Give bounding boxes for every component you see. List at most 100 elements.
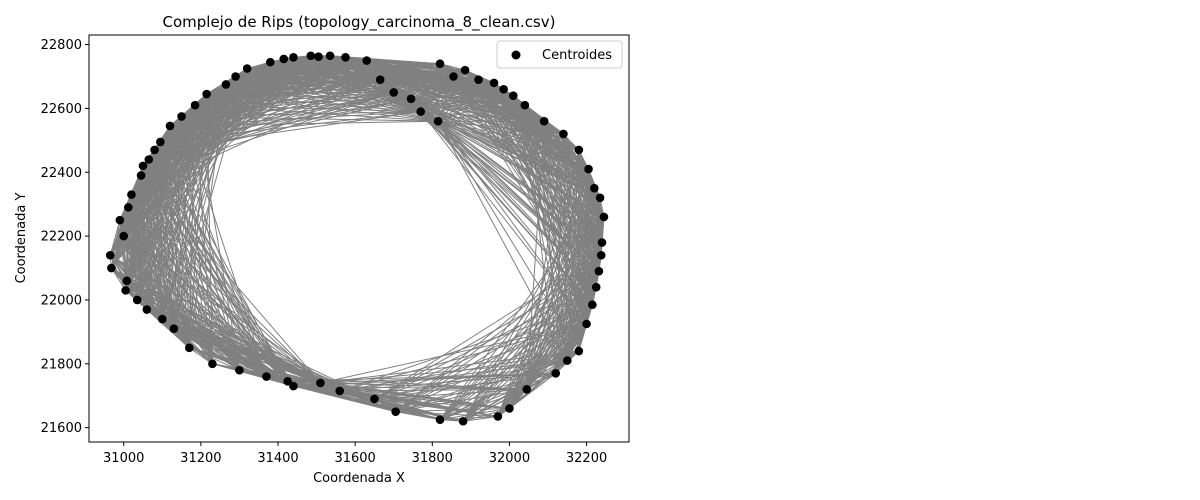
rips-edge bbox=[173, 105, 196, 329]
rips-edge bbox=[136, 165, 144, 300]
centroid-point bbox=[105, 250, 115, 260]
rips-edge bbox=[136, 61, 271, 301]
rips-edge bbox=[235, 76, 439, 122]
centroid-point bbox=[341, 53, 350, 62]
centroid-point bbox=[231, 72, 240, 81]
rips-edge bbox=[126, 141, 161, 281]
plot-frame bbox=[88, 34, 630, 443]
rips-edge bbox=[339, 360, 568, 392]
rips-edge bbox=[142, 91, 394, 167]
rips-edge bbox=[136, 299, 288, 382]
centroid-point bbox=[460, 65, 470, 75]
centroid-point bbox=[474, 75, 483, 84]
centroid-point bbox=[499, 84, 508, 94]
rips-edge bbox=[119, 104, 196, 221]
centroid-point bbox=[522, 385, 532, 394]
centroid-point bbox=[156, 137, 165, 147]
rips-edge bbox=[142, 60, 367, 167]
rips-edge bbox=[126, 165, 144, 281]
x-tick-label: 32000 bbox=[489, 451, 530, 466]
rips-edge bbox=[126, 280, 163, 320]
rips-edge bbox=[119, 56, 294, 221]
rips-edge bbox=[497, 304, 593, 417]
rips-edge bbox=[119, 219, 288, 382]
rips-edge bbox=[293, 385, 375, 400]
rips-edge bbox=[410, 63, 441, 100]
rips-edge bbox=[374, 360, 568, 400]
rips-edge bbox=[119, 220, 128, 281]
x-axis-label: Coordenada X bbox=[313, 471, 405, 486]
rips-edge bbox=[493, 82, 593, 305]
centroid-point bbox=[136, 171, 146, 180]
rips-edge bbox=[395, 304, 593, 413]
centroid-point bbox=[435, 59, 445, 69]
rips-edge bbox=[119, 219, 190, 349]
rips-edge bbox=[119, 58, 285, 221]
rips-edge bbox=[142, 56, 346, 167]
centroid-point bbox=[493, 412, 503, 421]
rips-edge bbox=[126, 280, 288, 382]
rips-edge bbox=[212, 363, 240, 371]
rips-edge bbox=[142, 165, 267, 377]
y-axis: 21600 21800 22000 22200 22400 22600 22800 bbox=[41, 38, 89, 436]
rips-edge bbox=[123, 235, 321, 384]
rips-edge bbox=[437, 120, 593, 306]
y-tick-label: 22000 bbox=[41, 293, 82, 308]
rips-edge bbox=[393, 63, 441, 93]
centroid-point bbox=[591, 282, 601, 292]
centroid-point bbox=[505, 404, 514, 413]
centroid-point bbox=[562, 356, 572, 365]
centroid-point bbox=[574, 346, 584, 356]
centroid-point bbox=[435, 415, 445, 424]
rips-edge bbox=[462, 388, 528, 422]
rips-edge bbox=[526, 121, 545, 390]
centroid-point bbox=[370, 394, 379, 404]
rips-edge bbox=[420, 76, 454, 112]
centroid-point bbox=[314, 52, 323, 62]
x-tick-label: 32200 bbox=[566, 451, 607, 466]
rips-edge bbox=[142, 58, 285, 167]
x-tick-label: 31400 bbox=[257, 451, 298, 466]
rips-edge bbox=[526, 149, 580, 390]
centroid-point bbox=[449, 72, 458, 81]
rips-edge bbox=[320, 382, 464, 422]
rips-edge bbox=[123, 235, 288, 382]
rips-edge bbox=[142, 55, 312, 167]
centroid-point bbox=[119, 231, 129, 241]
rips-edge bbox=[119, 219, 213, 365]
rips-edge bbox=[119, 219, 267, 377]
rips-edge bbox=[366, 60, 441, 65]
legend-label: Centroides bbox=[542, 48, 612, 63]
rips-edge bbox=[126, 280, 321, 384]
y-axis-label: Coordenada Y bbox=[14, 193, 29, 284]
rips-edge bbox=[136, 299, 240, 371]
centroid-point bbox=[582, 319, 591, 329]
rips-edge bbox=[339, 304, 593, 392]
centroid-point bbox=[589, 183, 599, 193]
centroid-point bbox=[289, 381, 298, 391]
centroid-point bbox=[574, 145, 584, 155]
y-tick-label: 22800 bbox=[41, 38, 82, 53]
rips-edge bbox=[137, 299, 375, 400]
centroid-point bbox=[316, 378, 325, 388]
centroid-point bbox=[489, 78, 499, 88]
centroid-point bbox=[289, 53, 298, 62]
rips-edge bbox=[109, 220, 121, 256]
centroid-point bbox=[184, 343, 194, 353]
x-tick-label: 31200 bbox=[180, 451, 221, 466]
rips-edge bbox=[439, 286, 597, 421]
x-tick-label: 31800 bbox=[412, 451, 453, 466]
rips-edge bbox=[283, 58, 439, 122]
centroid-point bbox=[242, 64, 252, 73]
rips-edge bbox=[339, 323, 587, 392]
centroid-point bbox=[138, 161, 148, 171]
centroid-point bbox=[416, 107, 426, 116]
rips-edge bbox=[206, 93, 421, 113]
rips-edge bbox=[142, 165, 240, 371]
centroid-point bbox=[150, 145, 159, 155]
rips-edge bbox=[247, 68, 439, 122]
rips-edge bbox=[497, 323, 587, 417]
rips-edge bbox=[566, 304, 593, 361]
centroid-point bbox=[551, 369, 561, 378]
